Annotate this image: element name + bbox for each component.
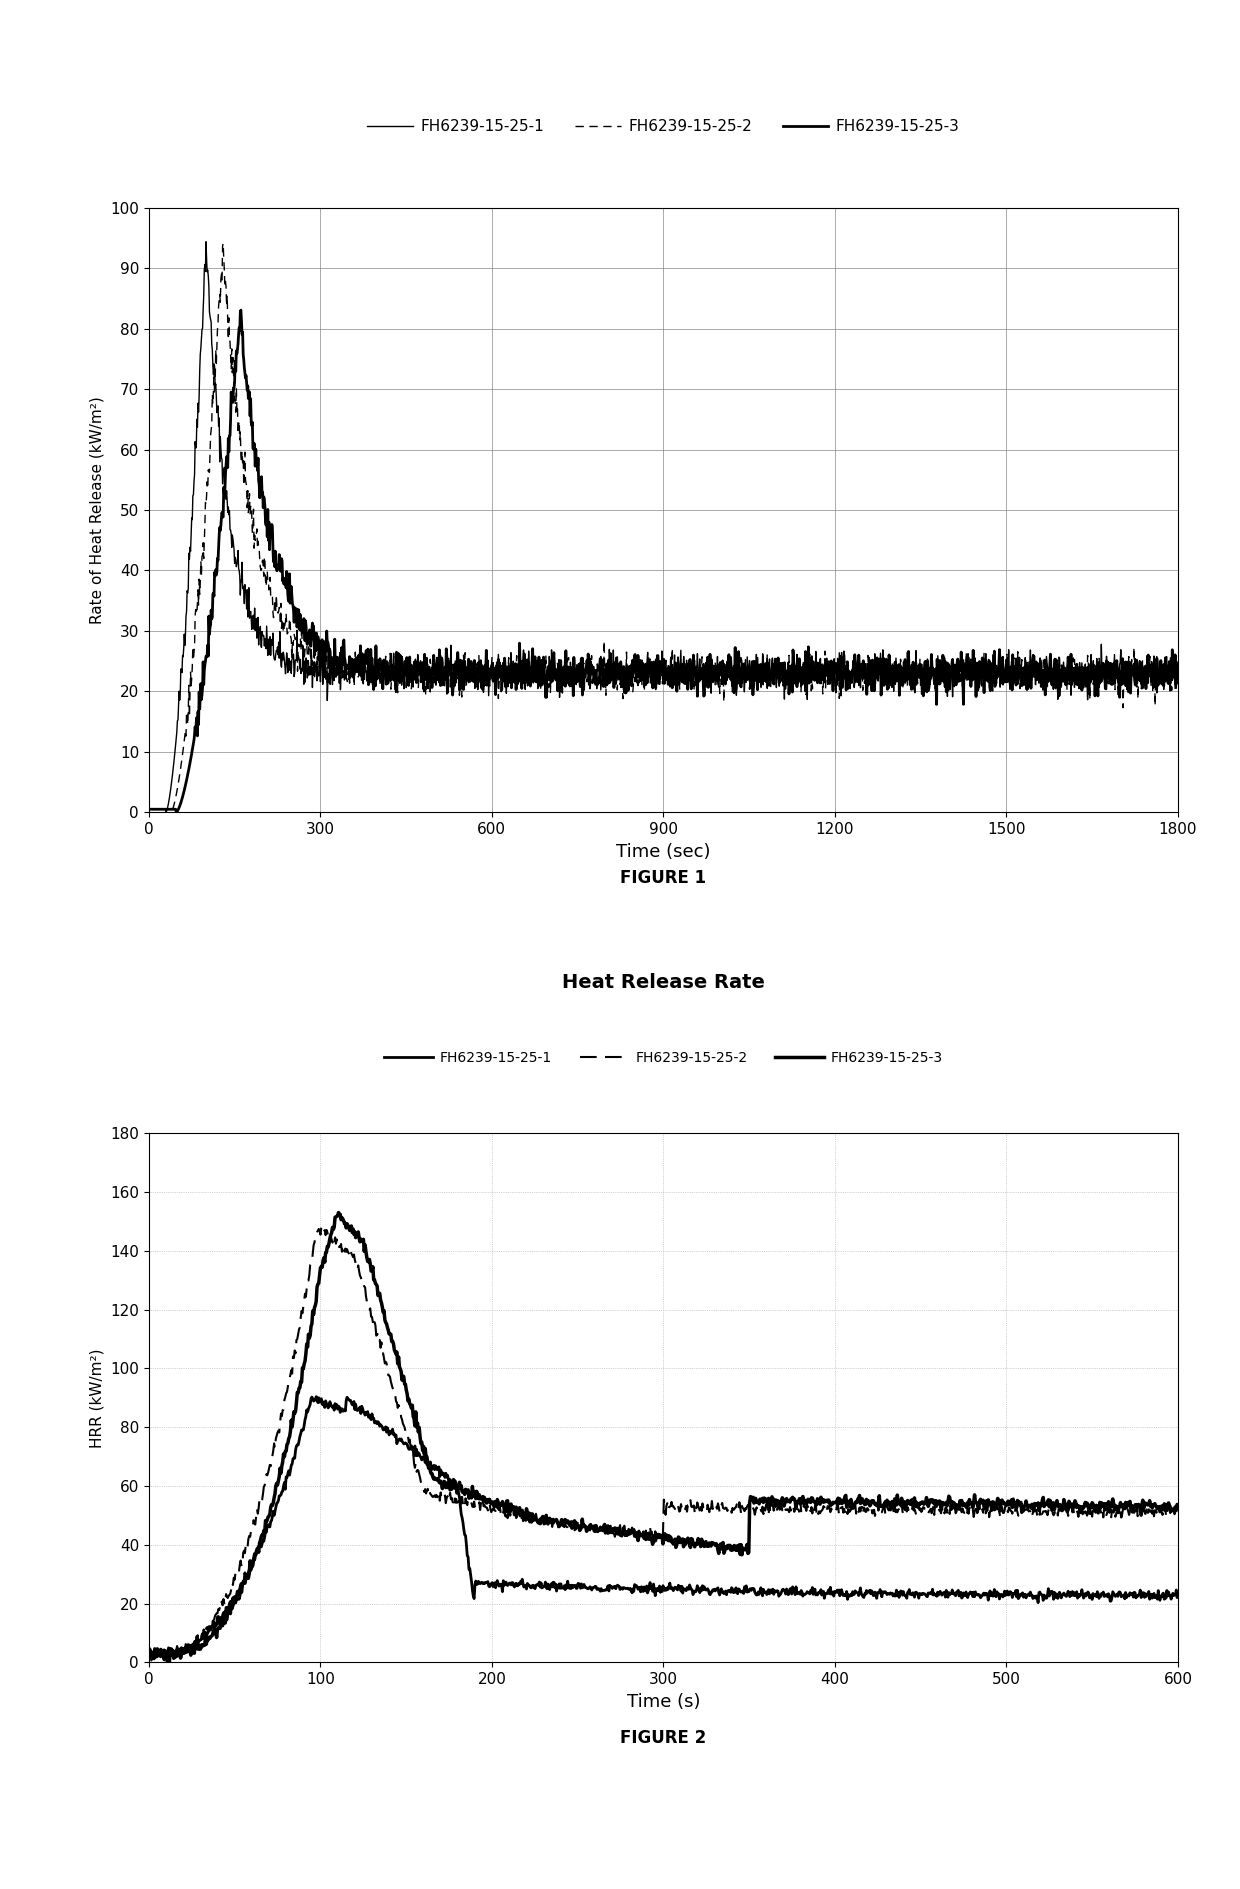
Y-axis label: HRR (kW/m²): HRR (kW/m²) xyxy=(89,1349,104,1447)
Y-axis label: Rate of Heat Release (kW/m²): Rate of Heat Release (kW/m²) xyxy=(89,397,104,623)
Text: Heat Release Rate: Heat Release Rate xyxy=(562,973,765,992)
Legend: FH6239-15-25-1, FH6239-15-25-2, FH6239-15-25-3: FH6239-15-25-1, FH6239-15-25-2, FH6239-1… xyxy=(378,1045,949,1071)
Text: FIGURE 1: FIGURE 1 xyxy=(620,869,707,888)
X-axis label: Time (s): Time (s) xyxy=(626,1693,701,1711)
Text: FIGURE 2: FIGURE 2 xyxy=(620,1728,707,1747)
X-axis label: Time (sec): Time (sec) xyxy=(616,842,711,861)
Legend: FH6239-15-25-1, FH6239-15-25-2, FH6239-15-25-3: FH6239-15-25-1, FH6239-15-25-2, FH6239-1… xyxy=(361,113,966,140)
